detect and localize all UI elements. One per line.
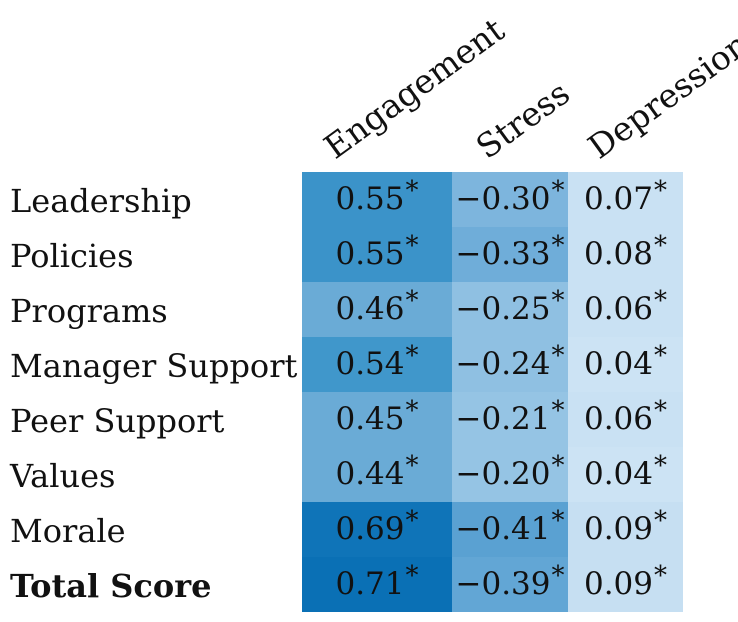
heatmap-cell: −0.25*: [452, 282, 568, 337]
significance-star: *: [405, 561, 419, 591]
cell-value: 0.55: [335, 236, 405, 272]
heatmap-cell: −0.21*: [452, 392, 568, 447]
heatmap-cell: 0.09*: [568, 557, 683, 612]
heatmap-cell: 0.55*: [302, 227, 452, 282]
significance-star: *: [551, 396, 565, 426]
heatmap-cell: 0.04*: [568, 447, 683, 502]
significance-star: *: [654, 176, 668, 206]
row-label-manager-support: Manager Support: [10, 347, 298, 385]
cell-value: 0.08: [583, 236, 654, 272]
cell-value: 0.04: [583, 346, 654, 382]
column-header-stress: Stress: [468, 73, 577, 167]
column-header-depression: Depression: [580, 24, 738, 167]
cell-value: −0.24: [455, 346, 551, 382]
cell-value: −0.41: [455, 511, 551, 547]
heatmap-cell: 0.45*: [302, 392, 452, 447]
cell-value: 0.69: [335, 511, 405, 547]
heatmap-cell: −0.39*: [452, 557, 568, 612]
cell-value: 0.45: [335, 401, 405, 437]
cell-value: 0.54: [335, 346, 405, 382]
cell-value: 0.06: [583, 401, 654, 437]
heatmap-cell: 0.04*: [568, 337, 683, 392]
significance-star: *: [654, 506, 668, 536]
row-label-policies: Policies: [10, 237, 134, 275]
cell-value: 0.46: [335, 291, 405, 327]
significance-star: *: [405, 176, 419, 206]
heatmap-cell: 0.06*: [568, 392, 683, 447]
heatmap-cell: −0.41*: [452, 502, 568, 557]
heatmap-cell: −0.24*: [452, 337, 568, 392]
significance-star: *: [654, 396, 668, 426]
significance-star: *: [405, 286, 419, 316]
significance-star: *: [551, 176, 565, 206]
heatmap-cell: 0.09*: [568, 502, 683, 557]
cell-value: −0.20: [455, 456, 551, 492]
heatmap-cell: 0.69*: [302, 502, 452, 557]
heatmap-cell: 0.44*: [302, 447, 452, 502]
cell-value: 0.06: [583, 291, 654, 327]
significance-star: *: [654, 561, 668, 591]
heatmap-cell: 0.55*: [302, 172, 452, 227]
significance-star: *: [405, 231, 419, 261]
significance-star: *: [551, 341, 565, 371]
significance-star: *: [551, 561, 565, 591]
significance-star: *: [405, 451, 419, 481]
significance-star: *: [654, 451, 668, 481]
cell-value: 0.09: [583, 566, 654, 602]
cell-value: 0.04: [583, 456, 654, 492]
cell-value: 0.55: [335, 181, 405, 217]
significance-star: *: [551, 286, 565, 316]
significance-star: *: [405, 506, 419, 536]
cell-value: −0.33: [455, 236, 551, 272]
heatmap-cell: 0.46*: [302, 282, 452, 337]
cell-value: −0.39: [455, 566, 551, 602]
row-label-peer-support: Peer Support: [10, 402, 225, 440]
significance-star: *: [551, 506, 565, 536]
heatmap-cell: 0.07*: [568, 172, 683, 227]
significance-star: *: [405, 341, 419, 371]
heatmap-cell: −0.30*: [452, 172, 568, 227]
significance-star: *: [551, 231, 565, 261]
cell-value: 0.07: [583, 181, 654, 217]
cell-value: 0.44: [335, 456, 405, 492]
heatmap-cell: −0.33*: [452, 227, 568, 282]
heatmap-cell: 0.54*: [302, 337, 452, 392]
heatmap-cell: 0.08*: [568, 227, 683, 282]
cell-value: 0.09: [583, 511, 654, 547]
heatmap-cell: 0.06*: [568, 282, 683, 337]
row-label-leadership: Leadership: [10, 182, 192, 220]
significance-star: *: [654, 286, 668, 316]
significance-star: *: [654, 231, 668, 261]
cell-value: −0.30: [455, 181, 551, 217]
cell-value: 0.71: [335, 566, 405, 602]
row-label-values: Values: [10, 457, 116, 495]
row-label-morale: Morale: [10, 512, 126, 550]
heatmap-cell: 0.71*: [302, 557, 452, 612]
significance-star: *: [551, 451, 565, 481]
significance-star: *: [405, 396, 419, 426]
cell-value: −0.25: [455, 291, 551, 327]
significance-star: *: [654, 341, 668, 371]
heatmap-cell: −0.20*: [452, 447, 568, 502]
row-label-programs: Programs: [10, 292, 168, 330]
cell-value: −0.21: [455, 401, 551, 437]
row-label-total-score: Total Score: [10, 567, 212, 605]
